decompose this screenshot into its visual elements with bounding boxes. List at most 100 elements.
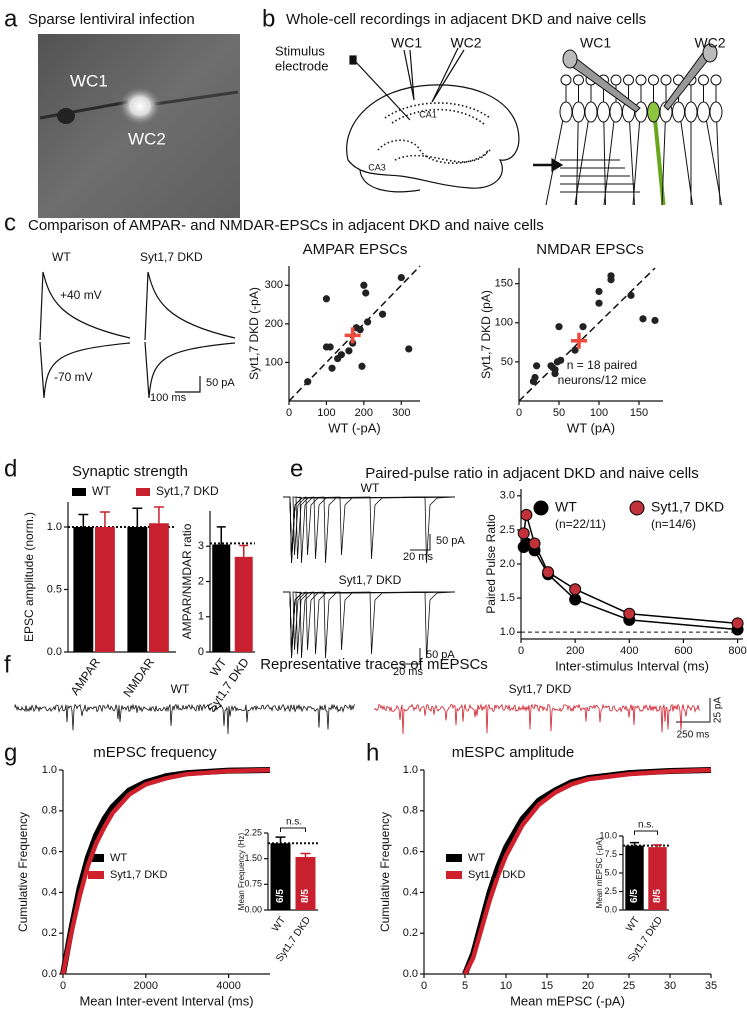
y-axis-label: AMPAR/NMDAR ratio: [180, 523, 194, 639]
point: [533, 362, 541, 370]
n-label: 6/5: [275, 889, 286, 903]
label: electrode: [275, 58, 328, 73]
point: [551, 366, 559, 374]
point: [356, 326, 364, 334]
trace: [374, 703, 701, 735]
x-tick-label: 150: [630, 407, 648, 419]
legend-swatch: [136, 488, 150, 496]
legend-swatch: [72, 488, 86, 496]
y-axis-label: EPSC amplitude (norm.): [22, 512, 36, 642]
x-tick-label: 10: [500, 980, 512, 992]
trace: [283, 591, 456, 651]
y-tick-label: 0.00: [244, 904, 262, 914]
y-tick-label: 1.0: [42, 764, 57, 776]
error-bar: [153, 506, 164, 524]
legend-swatch: [446, 854, 462, 862]
neuron-diagram: [545, 43, 723, 206]
x-tick-label: 100: [317, 407, 335, 419]
point: [322, 295, 331, 303]
label: Representative traces of mEPSCs: [260, 656, 488, 673]
label: Syt1,7 DKD: [339, 573, 402, 587]
chart-title: mESPC amplitude: [452, 744, 575, 761]
y-tick-label: 3.0: [500, 490, 515, 502]
y-tick-label: 10.0: [599, 830, 617, 840]
y-tick-label: 2: [198, 575, 204, 587]
bar: [270, 843, 291, 910]
hippocampus-diagram: [346, 47, 564, 193]
label: a: [4, 5, 18, 32]
y-tick-label: 50: [501, 356, 513, 368]
y-tick-label: 2.5: [604, 886, 617, 896]
bar: [149, 523, 169, 652]
x-tick-label: NMDAR: [120, 655, 157, 699]
x-axis-label: Mean mEPSC (-pA): [510, 993, 625, 1008]
label: CA1: [419, 109, 437, 119]
label: e: [290, 455, 303, 482]
point: [571, 346, 579, 354]
y-tick-label: 5.0: [604, 867, 617, 877]
y-axis-label: Paired Pulse Ratio: [484, 514, 498, 614]
x-tick-label: 0: [421, 980, 427, 992]
point: [326, 343, 334, 351]
x-tick-label: AMPAR: [68, 655, 104, 698]
label: 20 ms: [393, 666, 423, 678]
y-axis-label: Mean Frequency (Hz): [237, 832, 246, 910]
point: [627, 291, 635, 299]
x-tick-label: 20: [582, 980, 594, 992]
chart-title: Paired-pulse ratio in adjacent DKD and n…: [365, 465, 699, 482]
point: [345, 347, 353, 355]
annotation: n.s.: [638, 820, 654, 831]
y-tick-label: 0.0: [47, 646, 62, 658]
y-tick-label: 0.0: [42, 968, 57, 980]
error-bar: [275, 836, 286, 844]
y-axis-label: Syt1,7 DKD (-pA): [247, 287, 261, 380]
marker: [569, 593, 582, 606]
n-label: 8/5: [300, 889, 311, 903]
point: [595, 299, 603, 307]
chart-title: Synaptic strength: [72, 463, 188, 480]
point: [531, 373, 539, 382]
label: WC2: [694, 35, 725, 51]
legend-label: WT: [468, 852, 485, 864]
point: [651, 316, 659, 325]
point: [362, 289, 370, 297]
point: [328, 364, 336, 372]
marker: [520, 508, 533, 521]
marker: [731, 617, 744, 630]
y-tick-label: 7.5: [604, 849, 617, 859]
label: WT: [52, 250, 71, 264]
significance-bracket: [634, 830, 658, 835]
n-label: 8/5: [652, 889, 663, 903]
label: c: [4, 209, 16, 236]
legend-swatch: [88, 854, 104, 862]
x-tick-label: 0: [516, 407, 522, 419]
dendrite-tip: [623, 74, 634, 86]
y-tick-label: 3: [198, 540, 204, 552]
trace: [283, 496, 456, 556]
label: CA3: [368, 162, 386, 172]
annotation: n.s.: [286, 817, 302, 828]
dendrite-tip: [660, 74, 672, 86]
y-tick-label: 200: [265, 318, 283, 330]
label: Stimulus: [275, 43, 325, 58]
label: Comparison of AMPAR- and NMDAR-EPSCs in …: [28, 217, 544, 234]
dendrite-tip: [560, 74, 572, 86]
chart-title: AMPAR EPSCs: [303, 241, 408, 258]
label: Sparse lentiviral infection: [28, 11, 195, 28]
significance-bracket: [280, 827, 306, 832]
point: [555, 323, 563, 331]
x-tick-label: 0: [518, 645, 524, 657]
mean-marker: [344, 327, 361, 344]
label: 50 pA: [206, 377, 235, 389]
soma: [672, 101, 685, 123]
marker: [528, 537, 541, 550]
trace: [14, 703, 356, 735]
x-tick-label: WT: [270, 915, 288, 934]
x-tick-label: 200: [355, 407, 373, 419]
dendrite-tip: [698, 74, 709, 86]
mepsc-traces: [14, 698, 711, 735]
x-axis-label: Mean Inter-event Interval (ms): [79, 993, 253, 1008]
label: Syt1,7 DKD: [140, 250, 203, 264]
bar: [295, 856, 316, 910]
trace: [283, 496, 456, 564]
